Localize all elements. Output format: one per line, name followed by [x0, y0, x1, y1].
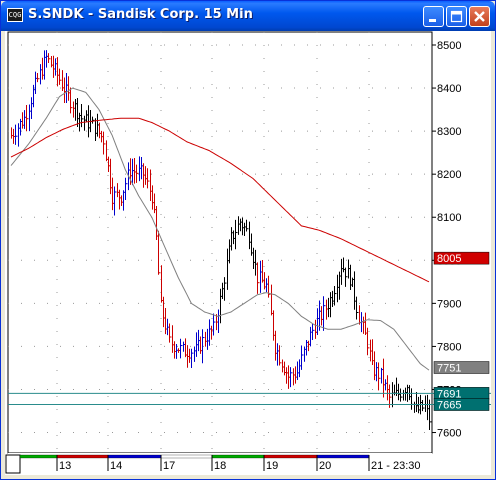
price-tag — [433, 361, 490, 374]
session-bar — [160, 454, 213, 459]
session-bar — [263, 454, 318, 459]
y-tick-label: 8200 — [437, 169, 461, 181]
x-tick-label: 19 — [266, 460, 278, 472]
x-tick-label: 14 — [110, 460, 122, 472]
y-tick-label: 7600 — [437, 428, 461, 440]
price-chart[interactable]: 8500840083008200810080007900780077007600… — [5, 31, 491, 475]
x-tick-label: 18 — [214, 460, 226, 472]
minimize-button[interactable] — [423, 6, 444, 27]
session-bar — [316, 454, 370, 459]
x-tick-label: 20 — [319, 460, 331, 472]
price-tag — [433, 251, 490, 265]
maximize-icon — [450, 10, 463, 23]
maximize-button[interactable] — [446, 6, 467, 27]
y-tick-label: 8500 — [437, 40, 461, 52]
y-tick-label: 7800 — [437, 341, 461, 353]
time-scroll-box[interactable] — [5, 454, 21, 474]
chart-area[interactable]: 8500840083008200810080007900780077007600… — [5, 31, 491, 475]
x-tick-label: 21 - 23:30 — [371, 460, 421, 472]
moving-average-slow — [10, 117, 430, 283]
close-icon — [474, 11, 485, 22]
y-tick-label: 7900 — [437, 298, 461, 310]
price-tag-label: 7665 — [437, 400, 461, 412]
session-bar — [107, 454, 162, 459]
app-icon[interactable]: CQG — [7, 8, 23, 22]
y-tick-label: 8100 — [437, 212, 461, 224]
plot-frame — [7, 31, 433, 454]
session-bar — [19, 454, 58, 459]
window-title: S.SNDK - Sandisk Corp. 15 Min — [28, 7, 253, 22]
session-bar — [211, 454, 265, 459]
y-tick-label: 8300 — [437, 126, 461, 138]
x-tick-label: 13 — [59, 460, 71, 472]
close-button[interactable] — [469, 6, 490, 27]
x-tick-label: 17 — [163, 460, 175, 472]
moving-average-fast — [10, 87, 430, 371]
price-tag-label: 7691 — [437, 388, 461, 400]
y-tick-label: 8400 — [437, 83, 461, 95]
minimize-icon — [429, 19, 436, 22]
price-tag — [433, 398, 490, 411]
title-bar[interactable]: CQG S.SNDK - Sandisk Corp. 15 Min — [1, 1, 495, 31]
price-tag-label: 7751 — [437, 363, 461, 375]
x-axis-area — [8, 453, 432, 475]
price-tag-label: 8005 — [437, 253, 461, 265]
session-bar — [56, 454, 109, 459]
